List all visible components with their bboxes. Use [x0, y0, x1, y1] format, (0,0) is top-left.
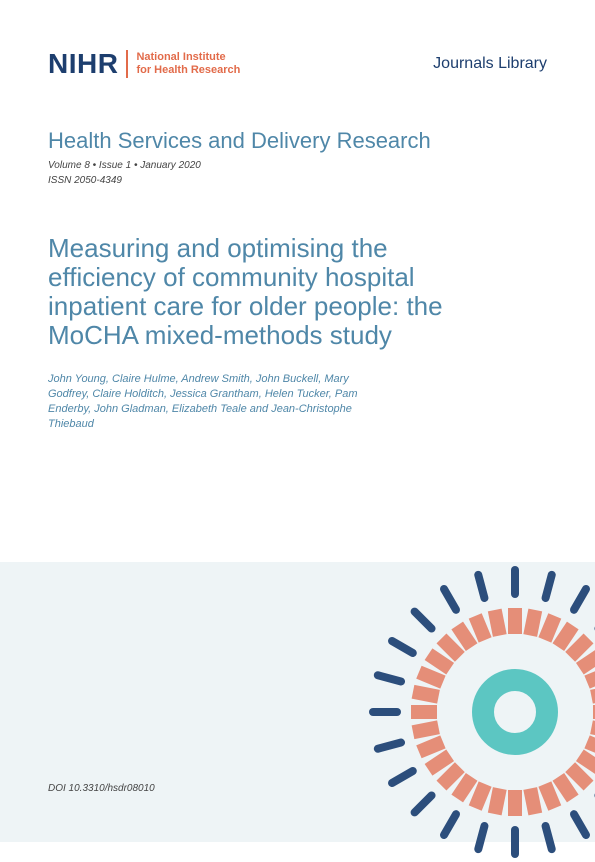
cover-radial-graphic [365, 562, 595, 862]
authors-list: John Young, Claire Hulme, Andrew Smith, … [0, 350, 430, 431]
page-root: NIHR National Institute for Health Resea… [0, 0, 595, 842]
nihr-subtitle-line2: for Health Research [136, 64, 240, 76]
header-row: NIHR National Institute for Health Resea… [0, 0, 595, 80]
article-title: Measuring and optimising the efficiency … [0, 186, 520, 350]
volume-issue-line: Volume 8 • Issue 1 • January 2020 [0, 154, 595, 171]
journals-library-label: Journals Library [433, 55, 547, 73]
nihr-wordmark: NIHR [48, 48, 118, 80]
issn-line: ISSN 2050-4349 [0, 171, 595, 186]
nihr-logo: NIHR National Institute for Health Resea… [48, 48, 240, 80]
journal-title: Health Services and Delivery Research [0, 80, 595, 154]
logo-divider [126, 50, 128, 78]
nihr-subtitle: National Institute for Health Research [136, 51, 240, 76]
doi-text: DOI 10.3310/hsdr08010 [48, 783, 155, 794]
nihr-subtitle-line1: National Institute [136, 51, 225, 63]
bottom-color-panel: DOI 10.3310/hsdr08010 [0, 562, 595, 842]
